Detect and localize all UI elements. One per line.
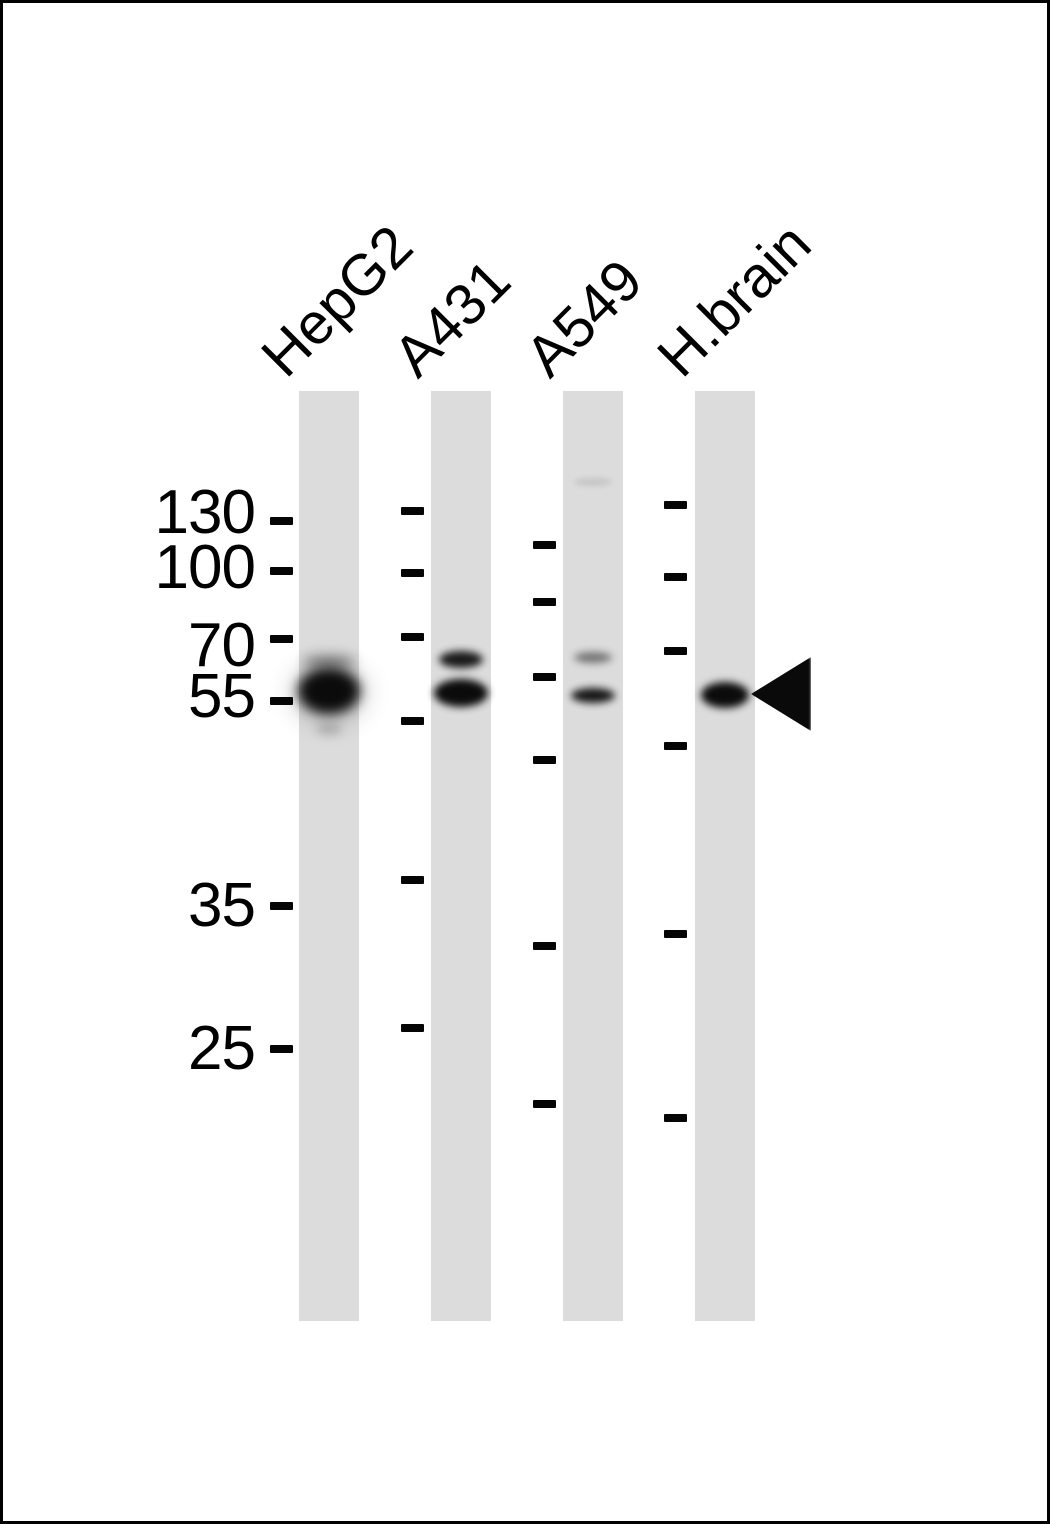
lane-gap-ticks-2-2 — [533, 673, 556, 681]
marker-label-130: 130 — [154, 478, 256, 547]
lane-gap-ticks-2-3 — [533, 756, 556, 764]
marker-label-55: 55 — [188, 662, 256, 731]
lane-gap-ticks-1-0 — [401, 507, 424, 515]
marker-ticks-2 — [270, 635, 293, 643]
lane-gap-ticks-2-4 — [533, 942, 556, 950]
band-A431-0 — [439, 650, 483, 668]
marker-ticks-3 — [270, 697, 293, 705]
band-A431-1 — [434, 679, 488, 707]
lane-gap-ticks-1-3 — [401, 717, 424, 725]
lane-gap-ticks-3-5 — [664, 1114, 687, 1122]
lane-gap-ticks-2-5 — [533, 1100, 556, 1108]
lane-strip-HepG2 — [299, 391, 359, 1321]
lane-gap-ticks-3-1 — [664, 573, 687, 581]
lane-gap-ticks-3-2 — [664, 647, 687, 655]
marker-label-35: 35 — [188, 871, 256, 940]
marker-label-70: 70 — [188, 611, 256, 680]
marker-ticks-1 — [270, 567, 293, 575]
band-A549-1 — [574, 651, 612, 663]
lane-label-A549: A549 — [513, 247, 655, 390]
lane-gap-ticks-3-4 — [664, 930, 687, 938]
marker-ticks-4 — [270, 902, 293, 910]
target-band-arrowhead-icon — [751, 657, 811, 731]
lane-gap-ticks-3-3 — [664, 742, 687, 750]
lane-gap-ticks-1-2 — [401, 633, 424, 641]
lane-strip-A549 — [563, 391, 623, 1321]
lane-label-HepG2: HepG2 — [249, 213, 426, 390]
lane-gap-ticks-1-5 — [401, 1024, 424, 1032]
lane-strip-H.brain — [695, 391, 755, 1321]
band-HepG2-2 — [298, 668, 360, 714]
lane-gap-ticks-1-4 — [401, 876, 424, 884]
band-A549-2 — [571, 687, 615, 703]
lane-gap-ticks-2-0 — [533, 541, 556, 549]
lane-strip-A431 — [431, 391, 491, 1321]
lane-gap-ticks-3-0 — [664, 501, 687, 509]
band-A549-0 — [574, 478, 612, 486]
band-H.brain-0 — [701, 682, 749, 708]
band-HepG2-3 — [316, 724, 342, 734]
lane-gap-ticks-2-1 — [533, 598, 556, 606]
marker-ticks-5 — [270, 1045, 293, 1053]
marker-ticks-0 — [270, 517, 293, 525]
marker-label-25: 25 — [188, 1014, 256, 1083]
lane-gap-ticks-1-1 — [401, 569, 424, 577]
lane-label-H.brain: H.brain — [645, 210, 824, 390]
band-HepG2-1 — [303, 656, 355, 668]
marker-label-100: 100 — [154, 533, 256, 602]
